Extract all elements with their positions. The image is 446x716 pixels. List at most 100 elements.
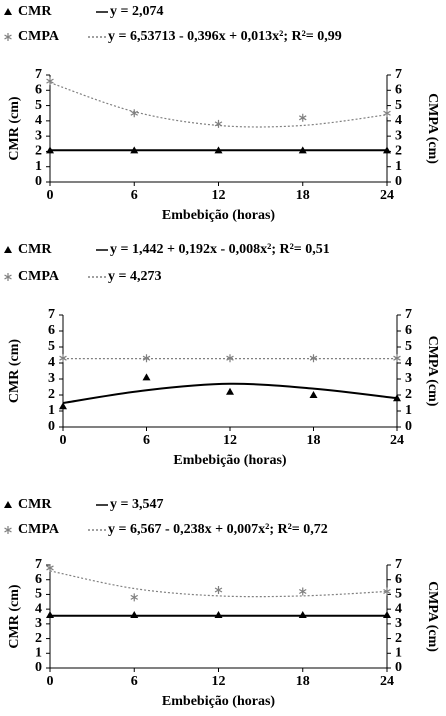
y2-tick-label: 2 [395, 144, 402, 159]
legend-label: CMR [18, 4, 52, 19]
y2-tick-label: 1 [395, 646, 402, 661]
marker-triangle [383, 611, 391, 619]
x-tick-label: 0 [60, 433, 67, 448]
x-tick-label: 0 [47, 674, 54, 689]
marker-star [214, 586, 223, 595]
y-tick-label: 2 [35, 144, 42, 159]
y-tick-label: 4 [48, 355, 55, 370]
y-tick-label: 5 [35, 587, 42, 602]
x-axis-label: Embebição (horas) [162, 694, 276, 709]
y2-tick-label: 6 [395, 83, 402, 98]
y2-tick-label: 4 [395, 601, 402, 616]
marker-triangle [4, 501, 12, 508]
y-tick-label: 3 [48, 371, 55, 386]
y-tick-label: 1 [35, 159, 42, 174]
marker-star [142, 354, 151, 363]
marker-star [46, 77, 54, 86]
marker-star [4, 526, 12, 534]
y2-tick-label: 6 [405, 323, 412, 338]
marker-triangle [4, 246, 12, 253]
x-tick-label: 6 [143, 433, 150, 448]
legend-label: CMPA [18, 269, 60, 284]
marker-triangle [46, 146, 54, 154]
marker-star [46, 563, 54, 572]
y-tick-label: 6 [48, 323, 55, 338]
y-axis-label: CMR (cm) [7, 339, 22, 403]
marker-triangle [309, 391, 318, 398]
marker-star [226, 354, 234, 363]
y-tick-label: 0 [35, 174, 42, 189]
x-tick-label: 12 [212, 188, 226, 203]
y2-axis-label: CMPA (cm) [425, 336, 440, 407]
y2-tick-label: 3 [395, 616, 402, 631]
x-tick-label: 24 [380, 674, 394, 689]
marker-triangle [393, 394, 401, 402]
legend-label: CMPA [18, 29, 60, 44]
y-tick-label: 7 [35, 557, 42, 572]
y2-tick-label: 0 [395, 174, 402, 189]
marker-star [130, 109, 139, 118]
y2-axis-label: CMPA (cm) [425, 93, 440, 164]
y-tick-label: 1 [48, 403, 55, 418]
y-tick-label: 3 [35, 128, 42, 143]
y2-tick-label: 1 [405, 403, 412, 418]
marker-triangle [226, 387, 234, 395]
marker-triangle [130, 611, 139, 619]
marker-star [383, 587, 391, 596]
x-axis-label: Embebição (horas) [173, 453, 287, 468]
marker-triangle [383, 146, 391, 154]
x-tick-label: 6 [131, 674, 138, 689]
y2-axis-label: CMPA (cm) [425, 581, 440, 652]
marker-star [59, 354, 67, 363]
y2-tick-label: 2 [405, 387, 412, 402]
y-tick-label: 3 [35, 616, 42, 631]
y-tick-label: 6 [35, 83, 42, 98]
y2-tick-label: 5 [405, 339, 412, 354]
marker-star [130, 593, 139, 602]
y2-tick-label: 5 [395, 587, 402, 602]
marker-star [4, 273, 12, 281]
x-tick-label: 24 [380, 188, 394, 203]
legend-equation: y = 6,567 - 0,238x + 0,007x²; R²= 0,72 [108, 522, 328, 537]
y2-tick-label: 6 [395, 572, 402, 587]
y2-tick-label: 3 [405, 371, 412, 386]
marker-triangle [214, 146, 223, 154]
x-tick-label: 24 [390, 433, 404, 448]
y2-tick-label: 7 [405, 307, 412, 322]
y-tick-label: 2 [35, 631, 42, 646]
y-axis-label: CMR (cm) [7, 96, 22, 160]
x-tick-label: 0 [47, 188, 54, 203]
legend-equation: y = 3,547 [110, 497, 163, 512]
y2-tick-label: 1 [395, 159, 402, 174]
y-tick-label: 4 [35, 113, 42, 128]
y2-tick-label: 3 [395, 128, 402, 143]
fit-line [49, 570, 388, 598]
y-tick-label: 6 [35, 572, 42, 587]
y2-tick-label: 5 [395, 98, 402, 113]
y-tick-label: 4 [35, 601, 42, 616]
legend-equation: y = 1,442 + 0,192x - 0,008x²; R²= 0,51 [110, 242, 330, 257]
legend-equation: y = 6,53713 - 0,396x + 0,013x²; R²= 0,99 [108, 29, 342, 44]
y-tick-label: 5 [48, 339, 55, 354]
marker-star [298, 113, 307, 122]
marker-triangle [214, 611, 223, 619]
marker-triangle [4, 8, 12, 15]
marker-star [298, 587, 307, 596]
legend-label: CMR [18, 497, 52, 512]
marker-triangle [142, 373, 151, 381]
marker-triangle [46, 611, 54, 619]
y2-tick-label: 4 [405, 355, 412, 370]
y2-tick-label: 0 [405, 419, 412, 434]
marker-triangle [59, 402, 67, 410]
marker-triangle [298, 146, 307, 154]
marker-star [383, 109, 391, 118]
y2-tick-label: 2 [395, 631, 402, 646]
marker-triangle [298, 611, 307, 619]
y2-tick-label: 7 [395, 557, 402, 572]
y-tick-label: 1 [35, 646, 42, 661]
y2-tick-label: 7 [395, 67, 402, 82]
y-axis-label: CMR (cm) [7, 584, 22, 648]
legend-equation: y = 4,273 [108, 269, 161, 284]
x-tick-label: 12 [212, 674, 226, 689]
legend-label: CMPA [18, 522, 60, 537]
